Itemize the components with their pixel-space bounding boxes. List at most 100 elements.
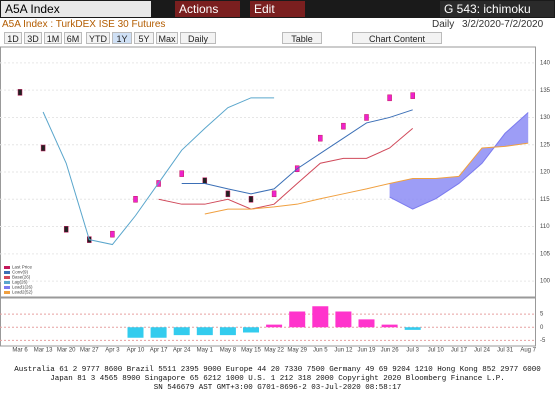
bar xyxy=(335,311,352,328)
candle xyxy=(341,122,346,130)
x-tick-label: Jun 19 xyxy=(357,348,376,354)
y-tick-label: 140 xyxy=(540,60,551,66)
bar xyxy=(358,319,375,328)
x-tick-label: Apr 17 xyxy=(150,348,168,354)
x-tick-label: Apr 3 xyxy=(105,348,120,354)
toolbar-button[interactable]: YTD xyxy=(86,32,110,44)
period: Daily xyxy=(432,19,455,30)
bar xyxy=(127,327,144,338)
toolbar-button[interactable]: 1Y xyxy=(112,32,132,44)
legend-swatch xyxy=(4,276,10,279)
x-tick-label: May 22 xyxy=(264,348,284,354)
cloud xyxy=(389,112,529,210)
ticker-input[interactable]: A5A Index xyxy=(1,1,151,17)
security-name: A5A Index : TurkDEX ISE 30 Futures xyxy=(2,19,166,30)
x-tick-label: Jul 31 xyxy=(497,348,514,354)
actions-menu[interactable]: Actions xyxy=(175,1,240,17)
function-name: G 543: ichimoku xyxy=(440,1,554,17)
candle xyxy=(364,114,369,121)
candle xyxy=(40,144,46,152)
bar xyxy=(173,327,190,336)
y-tick-label: 105 xyxy=(540,251,551,257)
candle xyxy=(133,196,138,203)
legend-swatch xyxy=(4,266,10,269)
series-line xyxy=(204,142,529,215)
x-tick-label: May 1 xyxy=(197,348,214,354)
date-range: 3/2/2020-7/2/2020 xyxy=(462,19,544,30)
x-tick-label: Apr 10 xyxy=(127,348,145,354)
legend-label: Last Price xyxy=(12,265,33,270)
bar xyxy=(289,311,306,328)
toolbar-button[interactable]: 6M xyxy=(64,32,82,44)
x-tick-label: Jul 17 xyxy=(451,348,468,354)
x-tick-label: Mar 27 xyxy=(80,348,99,354)
x-tick-label: Jun 26 xyxy=(381,348,400,354)
x-tick-label: Aug 7 xyxy=(520,348,536,354)
toolbar-button[interactable]: 5Y xyxy=(134,32,154,44)
series-line xyxy=(389,112,529,210)
legend-swatch xyxy=(4,286,10,289)
y-tick-label: 5 xyxy=(540,312,544,318)
x-tick-label: Mar 6 xyxy=(12,348,28,354)
x-tick-label: Jul 10 xyxy=(428,348,445,354)
bar xyxy=(404,327,421,330)
toolbar-button[interactable]: 1D xyxy=(4,32,22,44)
legend-label: Conv(9) xyxy=(12,270,29,275)
series-line xyxy=(181,109,413,195)
series-line xyxy=(158,127,414,210)
bar xyxy=(266,324,283,328)
bar xyxy=(381,324,398,328)
bar xyxy=(243,327,259,333)
toolbar-button[interactable]: Max xyxy=(156,32,178,44)
panel-frame xyxy=(0,297,536,347)
candle xyxy=(179,170,184,177)
candle xyxy=(63,226,69,233)
edit-menu[interactable]: Edit xyxy=(250,1,305,17)
footer-line: Australia 61 2 9777 8600 Brazil 5511 239… xyxy=(14,366,541,374)
x-tick-label: Mar 13 xyxy=(34,348,53,354)
y-tick-label: 0 xyxy=(540,325,544,331)
legend-label: Base(26) xyxy=(12,275,31,280)
y-tick-label: 100 xyxy=(540,279,551,285)
candle xyxy=(387,94,392,102)
legend-swatch xyxy=(4,291,10,294)
toolbar-button[interactable]: Table xyxy=(282,32,322,44)
x-tick-label: Jun 12 xyxy=(334,348,353,354)
candle xyxy=(318,134,323,142)
y-tick-label: 130 xyxy=(540,115,551,121)
x-tick-label: Jul 24 xyxy=(474,348,491,354)
candle xyxy=(410,92,415,99)
command-bar: A5A Index Actions Edit G 543: ichimoku xyxy=(0,0,555,18)
legend-label: Lead1(26) xyxy=(12,285,33,290)
candle xyxy=(110,230,115,238)
y-tick-label: 120 xyxy=(540,170,551,176)
candle xyxy=(248,196,254,203)
bar xyxy=(150,327,167,338)
bar xyxy=(196,327,213,336)
toolbar-button[interactable]: 3D xyxy=(24,32,42,44)
toolbar-button[interactable]: Chart Content xyxy=(352,32,442,44)
toolbar-button[interactable]: 1M xyxy=(44,32,62,44)
x-tick-label: Jul 3 xyxy=(406,348,419,354)
series-line xyxy=(42,97,275,246)
toolbar-button[interactable]: Daily xyxy=(180,32,216,44)
candle xyxy=(271,190,277,198)
footer-line: Japan 81 3 4565 8900 Singapore 65 6212 1… xyxy=(50,375,505,383)
bar xyxy=(312,306,329,328)
y-tick-label: 110 xyxy=(540,224,550,230)
candle xyxy=(202,177,208,184)
legend-label: Lag(26) xyxy=(12,280,28,285)
x-tick-label: Mar 20 xyxy=(57,348,76,354)
y-tick-label: 125 xyxy=(540,142,551,148)
footer-line: SN 546679 AST GMT+3:00 G701-8696-2 03-Ju… xyxy=(153,384,402,392)
candle xyxy=(225,190,231,198)
x-tick-label: May 29 xyxy=(287,348,307,354)
y-tick-label: 135 xyxy=(540,88,551,94)
legend-swatch xyxy=(4,281,10,284)
chart: 100 105 110 115 120 125 130 135 140 Mar 6 Mar 13 Ma… xyxy=(0,46,551,354)
x-tick-label: May 15 xyxy=(241,348,261,354)
x-tick-label: Jun 5 xyxy=(313,348,328,354)
x-tick-label: Apr 24 xyxy=(173,348,191,354)
bar xyxy=(219,327,236,336)
